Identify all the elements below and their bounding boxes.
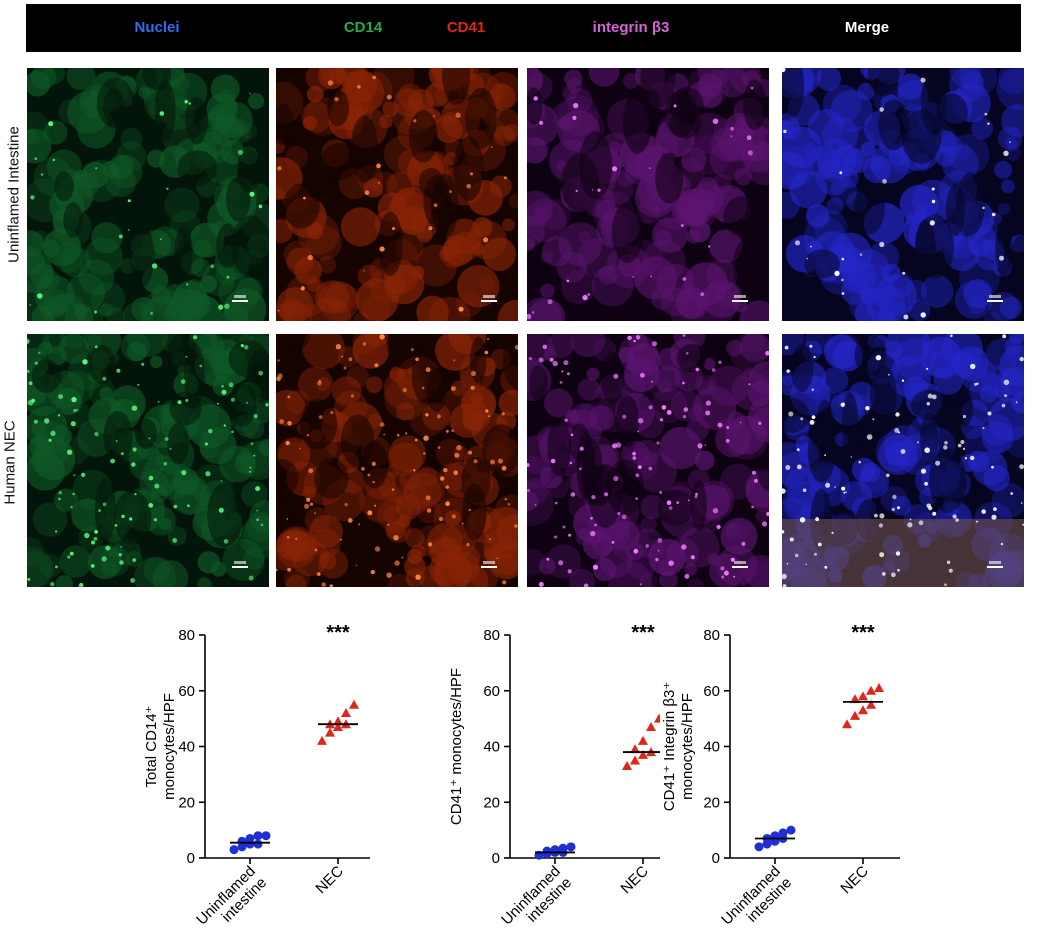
data-point xyxy=(566,842,576,852)
y-tick-label: 60 xyxy=(178,683,195,700)
scale-bar xyxy=(987,295,1003,302)
y-tick-label: 60 xyxy=(703,683,720,700)
data-point xyxy=(349,699,359,709)
micrograph-nec-integrin xyxy=(527,334,769,587)
data-point xyxy=(866,685,876,695)
scale-bar xyxy=(732,561,748,568)
svg-text:NEC: NEC xyxy=(837,863,872,898)
scale-bar xyxy=(987,561,1003,568)
y-tick-label: 80 xyxy=(178,627,195,644)
data-point xyxy=(646,721,656,731)
micrograph-nec-cd14 xyxy=(27,334,269,587)
data-point xyxy=(229,845,239,855)
y-axis-label: Total CD14⁺monocytes/HPF xyxy=(143,693,178,800)
data-point xyxy=(778,828,788,838)
x-tick-label: NEC xyxy=(837,863,872,898)
data-point xyxy=(850,694,860,704)
channel-label-integrin-b3: integrin β3 xyxy=(592,19,670,36)
x-tick-label: NEC xyxy=(312,863,347,898)
y-tick-label: 0 xyxy=(492,850,500,867)
svg-text:Uninflamedintestine: Uninflamedintestine xyxy=(193,863,270,940)
svg-text:NEC: NEC xyxy=(312,863,347,898)
x-tick-label: NEC xyxy=(617,863,652,898)
data-point xyxy=(261,831,271,841)
micrograph-uninflamed-merge xyxy=(782,68,1024,321)
data-point xyxy=(253,831,263,841)
plot-cd41-integrin: 0 20 40 60 80 Uninflamedintestine NEC CD41⁺ Int… xyxy=(661,622,900,940)
y-tick-label: 40 xyxy=(703,739,720,756)
data-point xyxy=(558,843,568,853)
data-point xyxy=(622,761,632,771)
x-tick-label: Uninflamedintestine xyxy=(498,863,575,940)
micrograph-nec-merge xyxy=(782,334,1024,587)
data-point xyxy=(654,713,660,723)
micrograph-uninflamed-cd41 xyxy=(276,68,518,321)
significance-marker: *** xyxy=(631,622,655,644)
y-tick-label: 80 xyxy=(703,627,720,644)
data-point xyxy=(341,708,351,718)
data-point xyxy=(874,682,884,692)
scale-bar xyxy=(481,295,497,302)
channel-label-cd41: CD41 xyxy=(446,19,486,36)
plot-cd41: 0 20 40 60 80 Uninflamedintestine NEC CD41⁺ mon… xyxy=(448,622,660,940)
y-tick-label: 20 xyxy=(703,794,720,811)
x-tick-label: Uninflamedintestine xyxy=(193,863,270,940)
data-point xyxy=(858,691,868,701)
channel-label-cd14: CD14 xyxy=(343,19,383,36)
svg-text:Uninflamedintestine: Uninflamedintestine xyxy=(718,863,795,940)
scale-bar xyxy=(232,561,248,568)
scale-bar xyxy=(481,561,497,568)
data-point xyxy=(786,825,796,835)
data-point xyxy=(333,721,343,731)
data-point xyxy=(325,727,335,737)
row-label-uninflamed: Uninflamed Intestine xyxy=(5,126,23,263)
x-tick-label: Uninflamedintestine xyxy=(718,863,795,940)
y-tick-label: 60 xyxy=(483,683,500,700)
y-tick-label: 80 xyxy=(483,627,500,644)
data-point xyxy=(333,716,343,726)
data-point xyxy=(754,842,764,852)
scale-bar xyxy=(232,295,248,302)
data-point xyxy=(850,710,860,720)
y-axis-label: CD41⁺ monocytes/HPF xyxy=(448,668,465,825)
data-point xyxy=(630,755,640,765)
data-point xyxy=(237,836,247,846)
plot-total-cd14: 0 20 40 60 80 Uninflamedintestine NEC Total CD1… xyxy=(143,622,370,940)
y-tick-label: 20 xyxy=(178,794,195,811)
data-point xyxy=(245,833,255,843)
data-point xyxy=(542,846,552,856)
y-tick-label: 40 xyxy=(483,739,500,756)
data-point xyxy=(630,744,640,754)
y-tick-label: 20 xyxy=(483,794,500,811)
data-point xyxy=(317,735,327,745)
significance-marker: *** xyxy=(851,622,875,644)
channel-label-merge: Merge xyxy=(844,19,890,36)
data-point xyxy=(866,699,876,709)
scale-bar xyxy=(732,295,748,302)
y-tick-label: 0 xyxy=(187,850,195,867)
data-point xyxy=(638,749,648,759)
significance-marker: *** xyxy=(326,622,350,644)
micrograph-uninflamed-integrin xyxy=(527,68,769,321)
data-point xyxy=(842,719,852,729)
channel-label-nuclei: Nuclei xyxy=(134,19,180,36)
micrograph-uninflamed-cd14 xyxy=(27,68,269,321)
svg-text:NEC: NEC xyxy=(617,863,652,898)
micrograph-nec-cd41 xyxy=(276,334,518,587)
data-point xyxy=(858,705,868,715)
y-axis-label: CD41⁺ Integrin β3⁺monocytes/HPF xyxy=(661,682,696,812)
data-point xyxy=(253,839,263,849)
data-point xyxy=(638,735,648,745)
y-tick-label: 0 xyxy=(712,850,720,867)
svg-text:Uninflamedintestine: Uninflamedintestine xyxy=(498,863,575,940)
channel-header-bar: Nuclei CD14 CD41 integrin β3 Merge xyxy=(26,4,1021,52)
row-label-nec: Human NEC xyxy=(1,420,19,505)
y-tick-label: 40 xyxy=(178,739,195,756)
